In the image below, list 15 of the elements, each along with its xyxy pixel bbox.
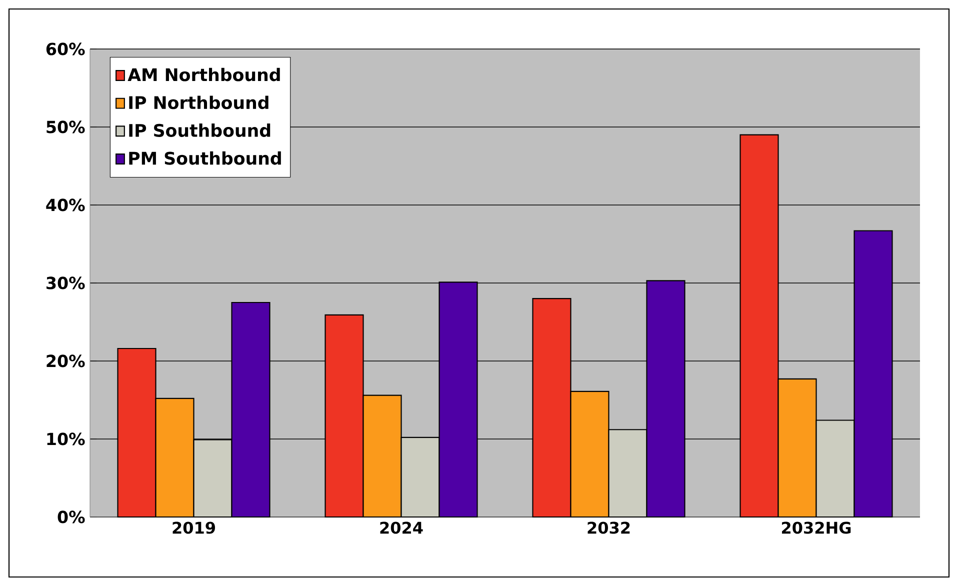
legend-label: IP Southbound	[129, 124, 270, 137]
y-tick-label: 60%	[46, 42, 85, 56]
y-tick-label: 30%	[46, 276, 85, 290]
legend-label: AM Northbound	[128, 68, 280, 82]
x-tick-label: 2032HG	[782, 522, 851, 534]
y-tick-label: 10%	[47, 432, 85, 446]
y-tick-label: 50%	[46, 120, 85, 134]
legend-label: PM Southbound	[129, 151, 281, 165]
legend-label: IP Northbound	[129, 96, 268, 110]
x-tick-label: 2032	[588, 522, 630, 534]
y-tick-label: 20%	[46, 354, 85, 368]
y-tick-label: 40%	[46, 198, 85, 212]
x-tick-label: 2024	[380, 522, 423, 534]
x-tick-label: 2019	[172, 522, 215, 534]
y-tick-label: 0%	[58, 510, 85, 524]
